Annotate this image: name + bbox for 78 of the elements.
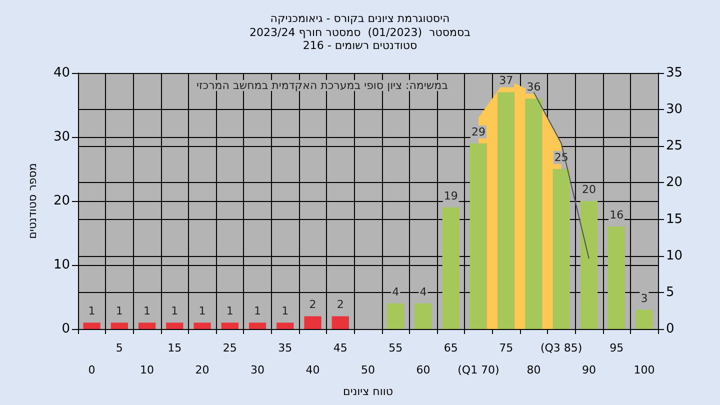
data-label: 1 <box>254 304 262 318</box>
x-tick-label: 90 <box>582 364 596 376</box>
annotation: במשימה: ציון סופי במערכת האקדמית במחשב המרכזי <box>196 79 448 92</box>
data-label: 1 <box>198 304 206 318</box>
data-label: 29 <box>471 125 486 138</box>
x-tick-label: 50 <box>361 364 375 376</box>
y-tick-label: 30 <box>53 130 70 144</box>
bar <box>221 322 238 329</box>
data-label: 16 <box>610 208 624 222</box>
bar <box>525 98 542 329</box>
bar <box>276 322 294 329</box>
y2-tick-label: 20 <box>666 175 683 190</box>
bar <box>83 322 100 329</box>
x-tick-label: (Q3 85) <box>540 342 582 354</box>
x-tick-label: 60 <box>416 364 430 376</box>
bar <box>166 322 184 329</box>
y2-tick-label: 15 <box>666 212 683 227</box>
x-tick-label: 25 <box>222 342 237 354</box>
data-label: 4 <box>420 285 427 298</box>
data-label: 37 <box>499 74 514 88</box>
bar <box>498 92 515 329</box>
y2-tick-label: 30 <box>666 102 683 118</box>
y2-tick-label: 35 <box>666 66 683 80</box>
x-tick-label: 10 <box>140 364 154 376</box>
data-label: 1 <box>282 304 289 318</box>
bar <box>414 303 432 329</box>
bar <box>110 322 128 329</box>
y2-tick-label: 5 <box>666 284 674 300</box>
y2-tick-label: 0 <box>666 322 674 336</box>
x-tick-label: 75 <box>499 342 514 354</box>
x-tick-label: 100 <box>634 364 655 376</box>
bar <box>194 322 211 329</box>
bar <box>636 310 653 329</box>
x-tick-label: 55 <box>388 342 403 354</box>
data-label: 1 <box>226 304 234 318</box>
bar <box>387 303 404 329</box>
y-axis-title: מספר סטודנטים <box>26 163 39 239</box>
bar <box>332 316 349 329</box>
x-tick-label: 30 <box>250 364 265 376</box>
data-label: 19 <box>444 189 458 202</box>
data-label: 1 <box>116 304 123 318</box>
x-tick-label: 80 <box>526 364 541 376</box>
data-label: 36 <box>526 80 541 94</box>
y2-tick-label: 25 <box>666 138 683 154</box>
x-tick-label: 35 <box>278 342 292 354</box>
data-label: 3 <box>640 292 648 305</box>
x-tick-label: 40 <box>306 364 320 376</box>
x-tick-label: 45 <box>333 342 348 354</box>
x-tick-label: 95 <box>610 342 624 354</box>
x-tick-label: 0 <box>88 364 96 376</box>
y-tick-label: 20 <box>53 194 70 208</box>
bar <box>248 322 266 329</box>
bar <box>442 207 460 329</box>
bar <box>552 169 570 329</box>
x-tick-label: 15 <box>168 342 182 354</box>
bar <box>138 322 156 329</box>
data-label: 2 <box>336 298 344 312</box>
chart-title: היסטוגרמת ציונים בקורס - גיאומכניקה <box>270 12 450 25</box>
x-tick-label: 5 <box>116 342 123 354</box>
data-label: 4 <box>392 285 400 298</box>
data-label: 1 <box>171 304 178 318</box>
bar <box>608 226 626 329</box>
x-tick-label: (Q1 70) <box>458 364 500 376</box>
y2-tick-label: 10 <box>666 248 683 264</box>
x-tick-label: 20 <box>195 364 210 376</box>
bar <box>304 316 322 329</box>
data-label: 1 <box>144 304 151 318</box>
data-label: 20 <box>582 183 596 196</box>
data-label: 2 <box>309 298 316 312</box>
bar <box>580 201 598 329</box>
x-axis-title: טווח ציונים <box>343 384 393 398</box>
x-tick-label: 65 <box>444 342 458 354</box>
y-tick-label: 40 <box>53 66 70 80</box>
y-tick-label: 10 <box>53 258 70 272</box>
y-tick-label: 0 <box>62 322 70 336</box>
data-label: 1 <box>88 304 96 318</box>
bar <box>470 143 488 329</box>
chart-subtitle: בסמסטר (01/2023) סמסטר חורף 2023/24 סטודנטים רשומים - 216 <box>250 26 470 52</box>
